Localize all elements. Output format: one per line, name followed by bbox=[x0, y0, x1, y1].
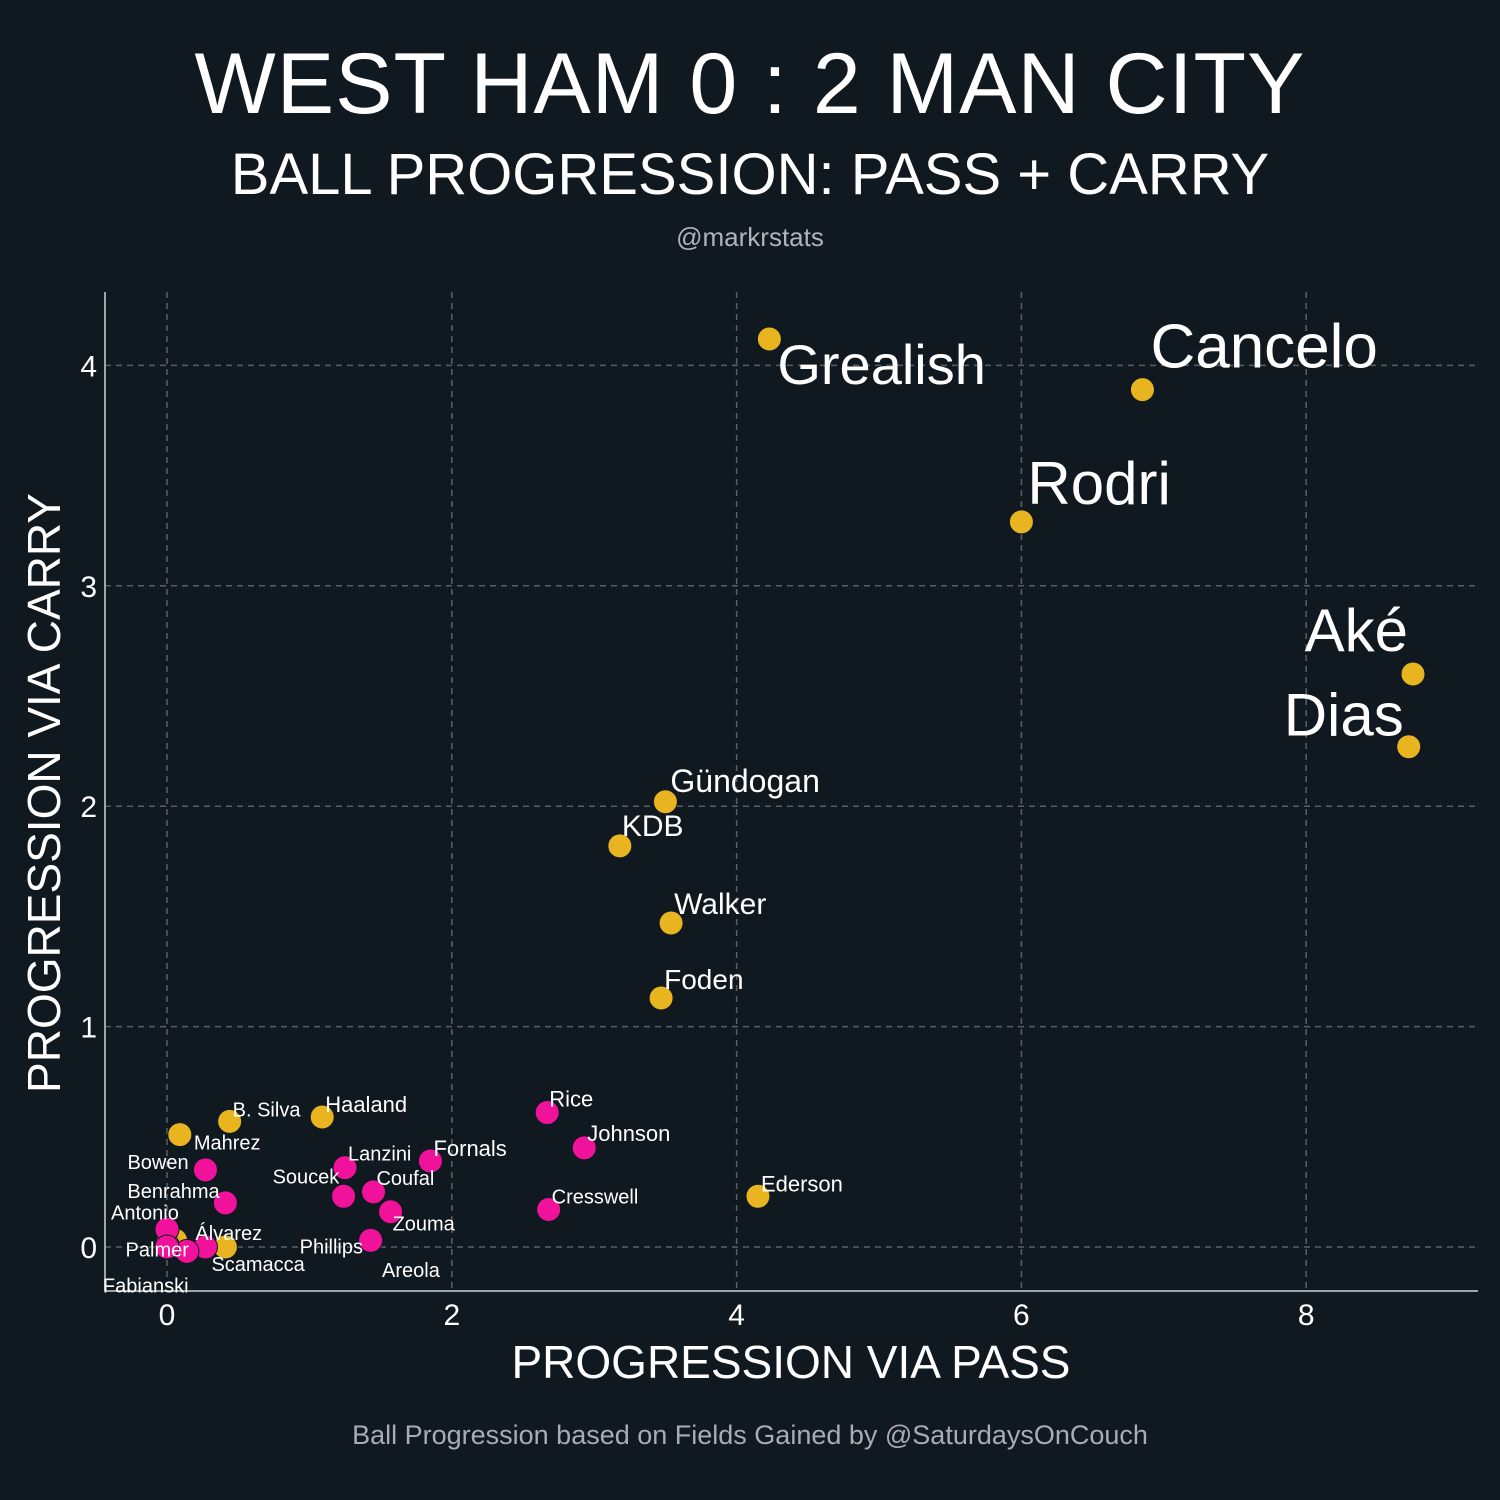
west-ham-point bbox=[571, 1135, 597, 1161]
point-label: Walker bbox=[674, 888, 766, 921]
man-city-point bbox=[309, 1104, 335, 1130]
tick-labels: 0 2 4 6 8 0 1 2 3 4 bbox=[80, 350, 1314, 1332]
point-label: Phillips bbox=[300, 1236, 363, 1258]
man-city-point bbox=[756, 326, 782, 352]
point-label: Foden bbox=[664, 964, 743, 995]
point-label: Ederson bbox=[761, 1171, 843, 1196]
point-label: Soucek bbox=[273, 1166, 341, 1188]
west-ham-point bbox=[360, 1179, 386, 1205]
west-ham-point bbox=[212, 1190, 238, 1216]
point-label: B. Silva bbox=[233, 1099, 302, 1121]
y-tick-label: 3 bbox=[80, 571, 97, 604]
point-label: Antonio bbox=[111, 1202, 179, 1224]
y-tick-label: 4 bbox=[80, 350, 97, 383]
point-labels: Grealish Cancelo Rodri Aké Dias Gündogan KDB Wa… bbox=[103, 313, 1408, 1298]
point-label: Fabianski bbox=[103, 1275, 189, 1297]
man-city-point bbox=[652, 789, 678, 815]
point-label: Dias bbox=[1284, 682, 1404, 749]
x-tick-label: 6 bbox=[1013, 1299, 1030, 1332]
point-label: Palmer bbox=[126, 1239, 190, 1261]
west-ham-point bbox=[536, 1197, 562, 1223]
point-label: Rodri bbox=[1027, 450, 1170, 517]
west-ham-point bbox=[358, 1227, 384, 1253]
point-label: Scamacca bbox=[211, 1254, 305, 1276]
x-axis-label: PROGRESSION VIA PASS bbox=[512, 1336, 1071, 1388]
west-ham-point bbox=[332, 1155, 358, 1181]
point-label: Coufal bbox=[376, 1168, 434, 1190]
y-tick-label: 2 bbox=[80, 791, 97, 824]
point-label: Benrahma bbox=[127, 1181, 220, 1203]
point-label: Álvarez bbox=[195, 1222, 262, 1245]
man-city-point bbox=[1400, 661, 1426, 687]
x-tick-label: 4 bbox=[728, 1299, 745, 1332]
man-city-point bbox=[1008, 509, 1034, 535]
y-tick-label: 1 bbox=[80, 1012, 97, 1045]
west-ham-point bbox=[417, 1148, 443, 1174]
man-city-point bbox=[745, 1183, 771, 1209]
west-ham-point bbox=[534, 1100, 560, 1126]
point-label: Johnson bbox=[587, 1121, 670, 1146]
point-label: Haaland bbox=[325, 1092, 407, 1117]
x-tick-label: 0 bbox=[159, 1299, 176, 1332]
x-tick-label: 8 bbox=[1298, 1299, 1315, 1332]
man-city-point bbox=[167, 1122, 193, 1148]
man-city-point bbox=[217, 1108, 243, 1134]
man-city-point bbox=[648, 985, 674, 1011]
point-label: Gündogan bbox=[670, 763, 819, 799]
footer-credit: Ball Progression based on Fields Gained … bbox=[352, 1420, 1148, 1450]
man-city-point bbox=[658, 910, 684, 936]
point-label: Areola bbox=[382, 1260, 441, 1282]
point-label: Aké bbox=[1305, 597, 1408, 664]
data-points bbox=[154, 326, 1426, 1264]
y-tick-label: 0 bbox=[80, 1232, 97, 1265]
point-label: Mahrez bbox=[194, 1133, 261, 1155]
west-ham-point bbox=[192, 1157, 218, 1183]
y-axis-label: PROGRESSION VIA CARRY bbox=[18, 493, 70, 1093]
point-label: Lanzini bbox=[348, 1144, 411, 1166]
man-city-point bbox=[1396, 734, 1422, 760]
point-label: Bowen bbox=[127, 1152, 188, 1174]
gridlines bbox=[105, 292, 1478, 1291]
west-ham-point bbox=[154, 1234, 180, 1260]
chart-subtitle: BALL PROGRESSION: PASS + CARRY bbox=[230, 142, 1270, 207]
west-ham-point bbox=[331, 1183, 357, 1209]
point-label: Cresswell bbox=[552, 1187, 639, 1209]
man-city-point bbox=[607, 833, 633, 859]
point-label: Zouma bbox=[393, 1214, 456, 1236]
chart-title: WEST HAM 0 : 2 MAN CITY bbox=[194, 36, 1306, 132]
point-label: Rice bbox=[549, 1087, 593, 1112]
point-label: Grealish bbox=[777, 333, 986, 396]
point-label: Cancelo bbox=[1150, 313, 1377, 382]
point-label: Fornals bbox=[433, 1136, 506, 1161]
man-city-point bbox=[1129, 377, 1155, 403]
axes bbox=[104, 292, 1478, 1292]
west-ham-point bbox=[378, 1199, 404, 1225]
x-tick-label: 2 bbox=[443, 1299, 460, 1332]
author-handle: @markrstats bbox=[676, 222, 824, 252]
point-label: KDB bbox=[622, 810, 684, 843]
